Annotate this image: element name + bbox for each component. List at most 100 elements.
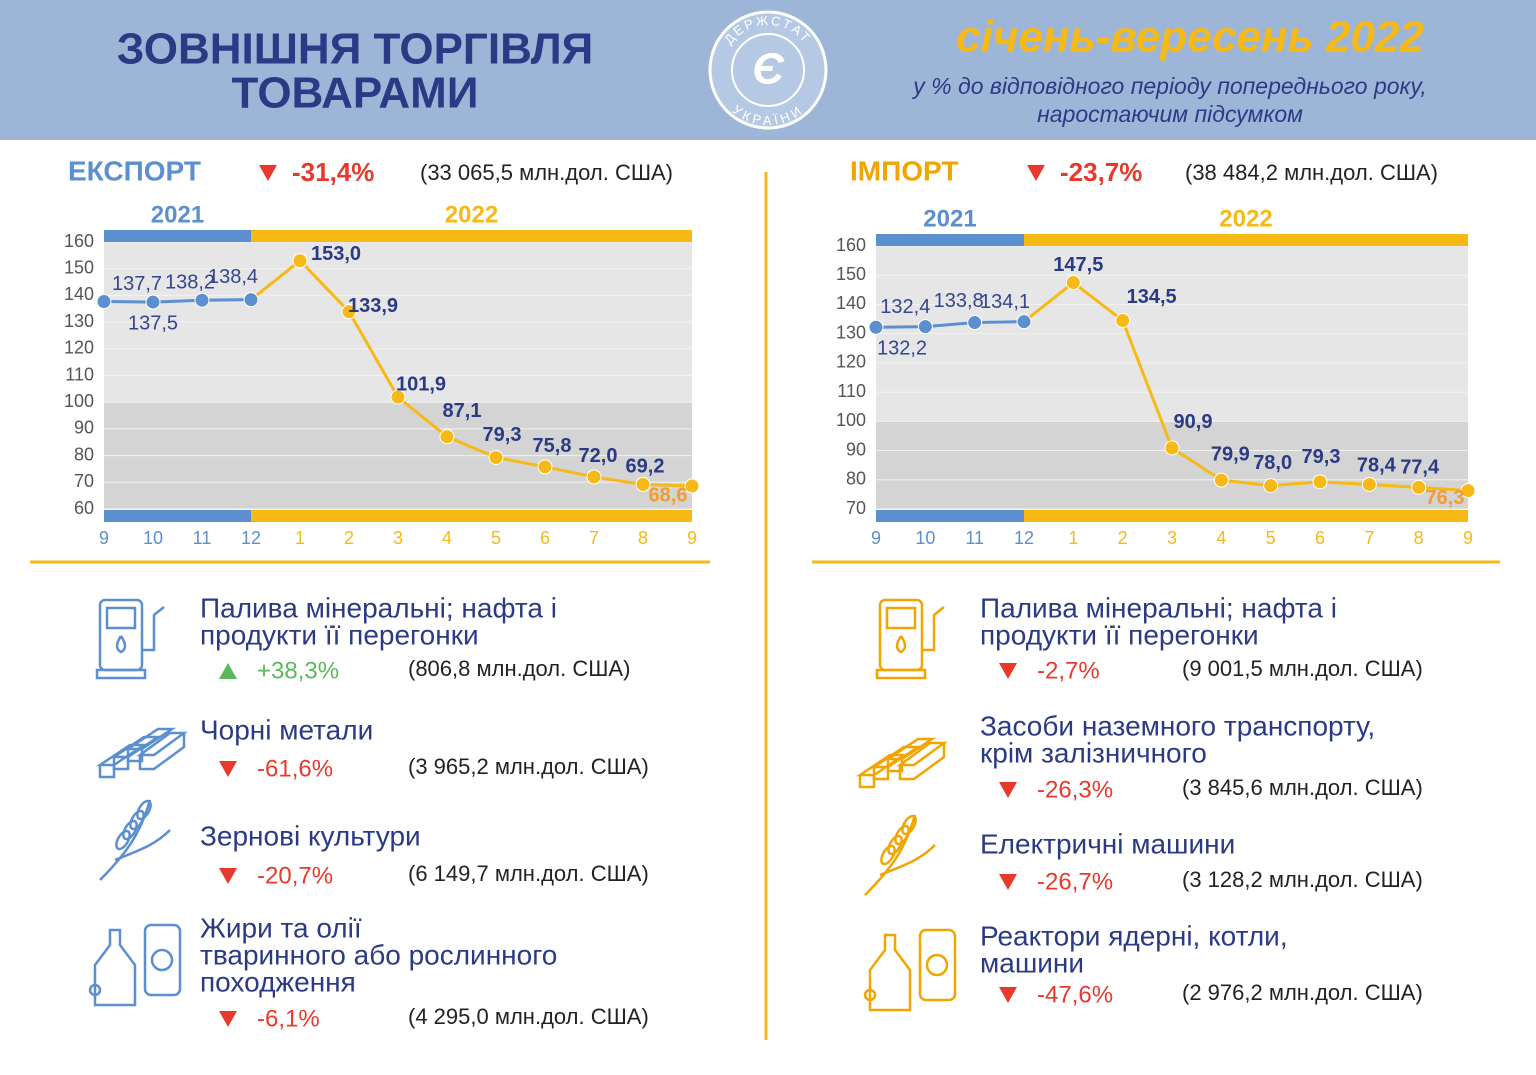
year-label: 2021	[151, 201, 204, 228]
data-point	[967, 315, 983, 331]
y-tick-label: 80	[74, 444, 94, 464]
subtitle: у % до відповідного періоду попереднього…	[911, 73, 1426, 99]
icon-part	[142, 606, 165, 652]
x-tick-label: 1	[295, 528, 305, 548]
item-title: Чорні метали	[200, 714, 373, 745]
icon	[863, 928, 957, 1012]
data-label: 75,8	[533, 435, 572, 457]
triangle-down	[999, 663, 1017, 679]
data-label: 132,2	[877, 338, 927, 360]
icon-part	[115, 635, 127, 654]
x-tick-label: 1	[1068, 528, 1078, 548]
data-label: 134,5	[1127, 286, 1177, 308]
item-title: продукти її перегонки	[200, 619, 479, 650]
item-title: Зернові культури	[200, 820, 421, 851]
data-point	[917, 319, 933, 335]
y-tick-label: 70	[846, 498, 866, 518]
data-point	[537, 459, 553, 475]
y-tick-label: 160	[836, 235, 866, 255]
item-title: Реактори ядерні, котли,	[980, 920, 1288, 951]
data-label: 68,6	[649, 484, 688, 506]
data-label: 133,9	[348, 295, 398, 317]
x-tick-label: 12	[241, 528, 261, 548]
icon-part	[115, 829, 131, 851]
icon-part	[894, 824, 910, 846]
item-amount: (6 149,7 млн.дол. США)	[408, 861, 649, 886]
x-tick-label: 6	[1315, 528, 1325, 548]
item-amount: (3 965,2 млн.дол. США)	[408, 754, 649, 779]
data-point	[868, 319, 884, 335]
x-tick-label: 4	[442, 528, 452, 548]
icon-part	[864, 814, 917, 896]
data-label: 153,0	[311, 243, 361, 265]
data-point	[243, 292, 259, 308]
y-tick-label: 110	[837, 381, 866, 401]
data-label: 76,3	[1426, 487, 1465, 509]
icon-part	[114, 829, 171, 862]
data-point	[1213, 472, 1229, 488]
icon-part	[122, 819, 138, 841]
data-point	[390, 389, 406, 405]
x-tick-label: 12	[1014, 528, 1034, 548]
y-tick-label: 90	[74, 418, 94, 438]
year-label: 2022	[445, 201, 498, 228]
y-tick-label: 100	[836, 410, 866, 430]
section-change: -31,4%	[292, 157, 374, 187]
x-tick-label: 11	[193, 528, 212, 548]
logo-mark: Є	[752, 45, 785, 94]
y-tick-label: 160	[64, 231, 94, 251]
data-label: 137,7	[112, 273, 162, 295]
icon-part	[875, 668, 927, 680]
data-point	[292, 253, 308, 269]
title: ЗОВНІШНЯ ТОРГІВЛЯ	[117, 25, 594, 74]
year-band	[104, 230, 251, 242]
logo-ring	[731, 33, 805, 107]
item-amount: (806,8 млн.дол. США)	[408, 656, 630, 681]
y-tick-label: 140	[64, 284, 94, 304]
data-label: 147,5	[1053, 254, 1103, 276]
item-change: -47,6%	[1037, 981, 1113, 1008]
triangle-down	[219, 1011, 237, 1027]
series-line	[103, 298, 252, 304]
item-title: продукти її перегонки	[980, 619, 1259, 650]
section-change: -23,7%	[1060, 157, 1142, 187]
data-label: 79,9	[1211, 443, 1250, 465]
triangle-down	[219, 761, 237, 777]
data-point	[145, 294, 161, 310]
title: ТОВАРАМИ	[232, 69, 479, 118]
subtitle: наростаючим підсумком	[1037, 101, 1303, 127]
y-tick-label: 90	[846, 439, 866, 459]
icon-part	[129, 809, 145, 831]
data-point	[341, 304, 357, 320]
item-title: походження	[200, 966, 356, 997]
icon-part	[901, 814, 917, 836]
y-tick-label: 100	[64, 391, 94, 411]
icon	[864, 814, 936, 896]
triangle-down	[259, 165, 277, 181]
section-label: ІМПОРТ	[850, 155, 958, 186]
icon	[855, 737, 948, 789]
y-tick-label: 150	[64, 257, 94, 277]
icon	[99, 799, 171, 881]
x-tick-label: 9	[687, 528, 697, 548]
section-label: ЕКСПОРТ	[68, 155, 201, 186]
x-tick-label: 9	[1463, 528, 1473, 548]
y-tick-label: 140	[836, 293, 866, 313]
icon-part	[918, 928, 957, 1002]
y-tick-label: 130	[836, 322, 866, 342]
data-point	[194, 292, 210, 308]
y-tick-label: 120	[836, 352, 866, 372]
item-title: тваринного або рослинного	[200, 939, 557, 970]
x-tick-label: 5	[1266, 528, 1276, 548]
data-point	[488, 449, 504, 465]
item-title: крім залізничного	[980, 737, 1207, 768]
icon-part	[925, 953, 949, 977]
icon-part	[95, 668, 147, 680]
x-tick-label: 10	[143, 528, 163, 548]
icon-part	[879, 844, 936, 877]
y-tick-label: 130	[64, 311, 94, 331]
year-band	[251, 510, 692, 522]
section-amount: (38 484,2 млн.дол. США)	[1185, 160, 1438, 185]
item-title: Засоби наземного транспорту,	[980, 710, 1375, 741]
series-line	[875, 320, 1025, 329]
